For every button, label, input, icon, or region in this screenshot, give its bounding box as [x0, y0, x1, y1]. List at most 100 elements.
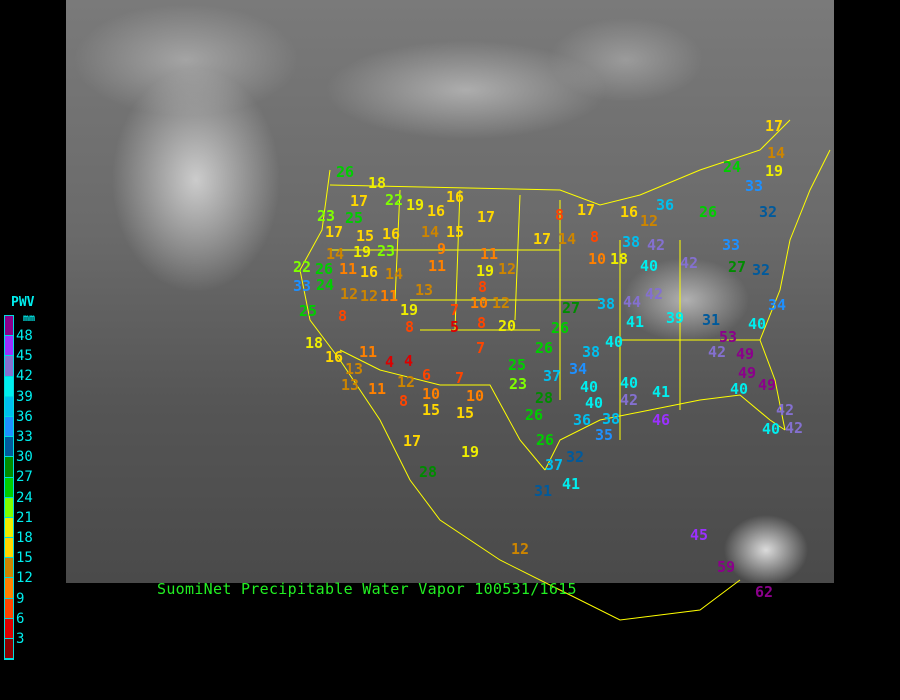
station-pwv-value: 18: [305, 334, 324, 352]
station-pwv-value: 49: [758, 376, 777, 394]
station-pwv-value: 14: [421, 223, 440, 241]
station-pwv-value: 38: [582, 343, 601, 361]
station-pwv-value: 62: [755, 583, 774, 601]
legend-swatch: [5, 437, 13, 458]
station-pwv-value: 42: [776, 401, 795, 419]
station-pwv-value: 25: [299, 302, 318, 320]
station-pwv-value: 42: [647, 236, 666, 254]
station-pwv-value: 8: [338, 307, 348, 325]
station-pwv-value: 13: [345, 360, 364, 378]
station-pwv-value: 40: [730, 380, 749, 398]
station-pwv-value: 16: [325, 348, 344, 366]
legend-label: 39: [16, 388, 33, 405]
station-pwv-value: 12: [360, 287, 379, 305]
legend-label: 15: [16, 550, 33, 567]
west-coast: [299, 169, 741, 621]
station-pwv-value: 53: [719, 328, 738, 346]
station-pwv-value: 32: [752, 261, 771, 279]
station-pwv-value: 5: [450, 318, 460, 336]
east-coast: [759, 149, 831, 431]
station-pwv-value: 12: [511, 540, 530, 558]
station-pwv-value: 31: [534, 482, 553, 500]
station-pwv-value: 20: [498, 317, 517, 335]
legend-label: 33: [16, 429, 33, 445]
station-pwv-value: 11: [368, 380, 387, 398]
station-pwv-value: 23: [509, 375, 528, 393]
station-pwv-value: 42: [708, 343, 727, 361]
station-pwv-value: 11: [339, 260, 358, 278]
station-pwv-value: 15: [422, 401, 441, 419]
station-pwv-value: 8: [478, 278, 488, 296]
legend-swatch: [5, 316, 13, 337]
station-pwv-value: 49: [736, 345, 755, 363]
legend-colorbar: [4, 315, 14, 661]
station-pwv-value: 38: [622, 233, 641, 251]
station-pwv-value: 8: [590, 228, 600, 246]
station-pwv-value: 19: [353, 243, 372, 261]
legend-label: 6: [16, 610, 25, 627]
station-pwv-value: 24: [723, 158, 742, 176]
station-pwv-value: 19: [476, 262, 495, 280]
station-pwv-value: 27: [728, 258, 747, 276]
station-pwv-value: 17: [325, 223, 344, 241]
legend-label: 9: [16, 590, 25, 607]
station-pwv-value: 7: [455, 369, 465, 387]
station-pwv-value: 17: [765, 117, 784, 135]
station-pwv-value: 40: [620, 374, 639, 392]
station-pwv-value: 23: [377, 242, 396, 260]
station-pwv-value: 4: [385, 353, 395, 371]
station-pwv-value: 41: [562, 475, 581, 493]
station-pwv-value: 10: [422, 385, 441, 403]
station-pwv-value: 40: [748, 315, 767, 333]
station-pwv-value: 15: [456, 404, 475, 422]
station-pwv-value: 15: [446, 223, 465, 241]
gulf-coast: [544, 394, 786, 471]
legend-label: 21: [16, 509, 33, 526]
station-pwv-value: 42: [620, 391, 639, 409]
station-pwv-value: 42: [645, 285, 664, 303]
station-pwv-value: 8: [405, 318, 415, 336]
station-pwv-value: 19: [400, 301, 419, 319]
station-pwv-value: 40: [640, 257, 659, 275]
legend-swatch: [5, 618, 13, 639]
station-pwv-value: 45: [690, 526, 709, 544]
legend-swatch: [5, 477, 13, 498]
legend-swatch: [5, 558, 13, 579]
station-pwv-value: 26: [536, 431, 555, 449]
station-pwv-value: 14: [767, 144, 786, 162]
legend-swatch: [5, 396, 13, 417]
station-pwv-value: 41: [652, 383, 671, 401]
legend-swatch: [5, 517, 13, 539]
station-pwv-value: 40: [605, 333, 624, 351]
station-pwv-value: 19: [461, 443, 480, 461]
station-pwv-value: 36: [656, 196, 675, 214]
station-pwv-value: 25: [345, 209, 364, 227]
station-pwv-value: 17: [533, 230, 552, 248]
legend-swatch: [5, 416, 13, 438]
station-pwv-value: 32: [759, 203, 778, 221]
station-pwv-value: 36: [573, 411, 592, 429]
station-pwv-value: 10: [466, 387, 485, 405]
legend-swatch: [5, 336, 13, 357]
station-pwv-value: 26: [551, 319, 570, 337]
station-pwv-value: 16: [360, 263, 379, 281]
station-pwv-value: 34: [768, 296, 787, 314]
station-pwv-value: 8: [555, 206, 565, 224]
legend-swatch: [5, 639, 13, 660]
station-pwv-value: 42: [785, 419, 804, 437]
legend-label: 27: [16, 469, 33, 486]
station-pwv-value: 16: [620, 203, 639, 221]
state-lines: [330, 189, 760, 440]
station-pwv-value: 12: [492, 294, 511, 312]
station-pwv-value: 14: [558, 230, 577, 248]
station-pwv-value: 24: [316, 276, 335, 294]
station-pwv-value: 19: [765, 162, 784, 180]
station-pwv-value: 32: [566, 448, 585, 466]
station-pwv-value: 6: [422, 366, 432, 384]
station-pwv-value: 38: [597, 295, 616, 313]
station-pwv-value: 18: [368, 174, 387, 192]
station-pwv-value: 26: [699, 203, 718, 221]
station-pwv-value: 13: [415, 281, 434, 299]
legend-label: 45: [16, 348, 33, 365]
station-pwv-value: 7: [450, 301, 460, 319]
